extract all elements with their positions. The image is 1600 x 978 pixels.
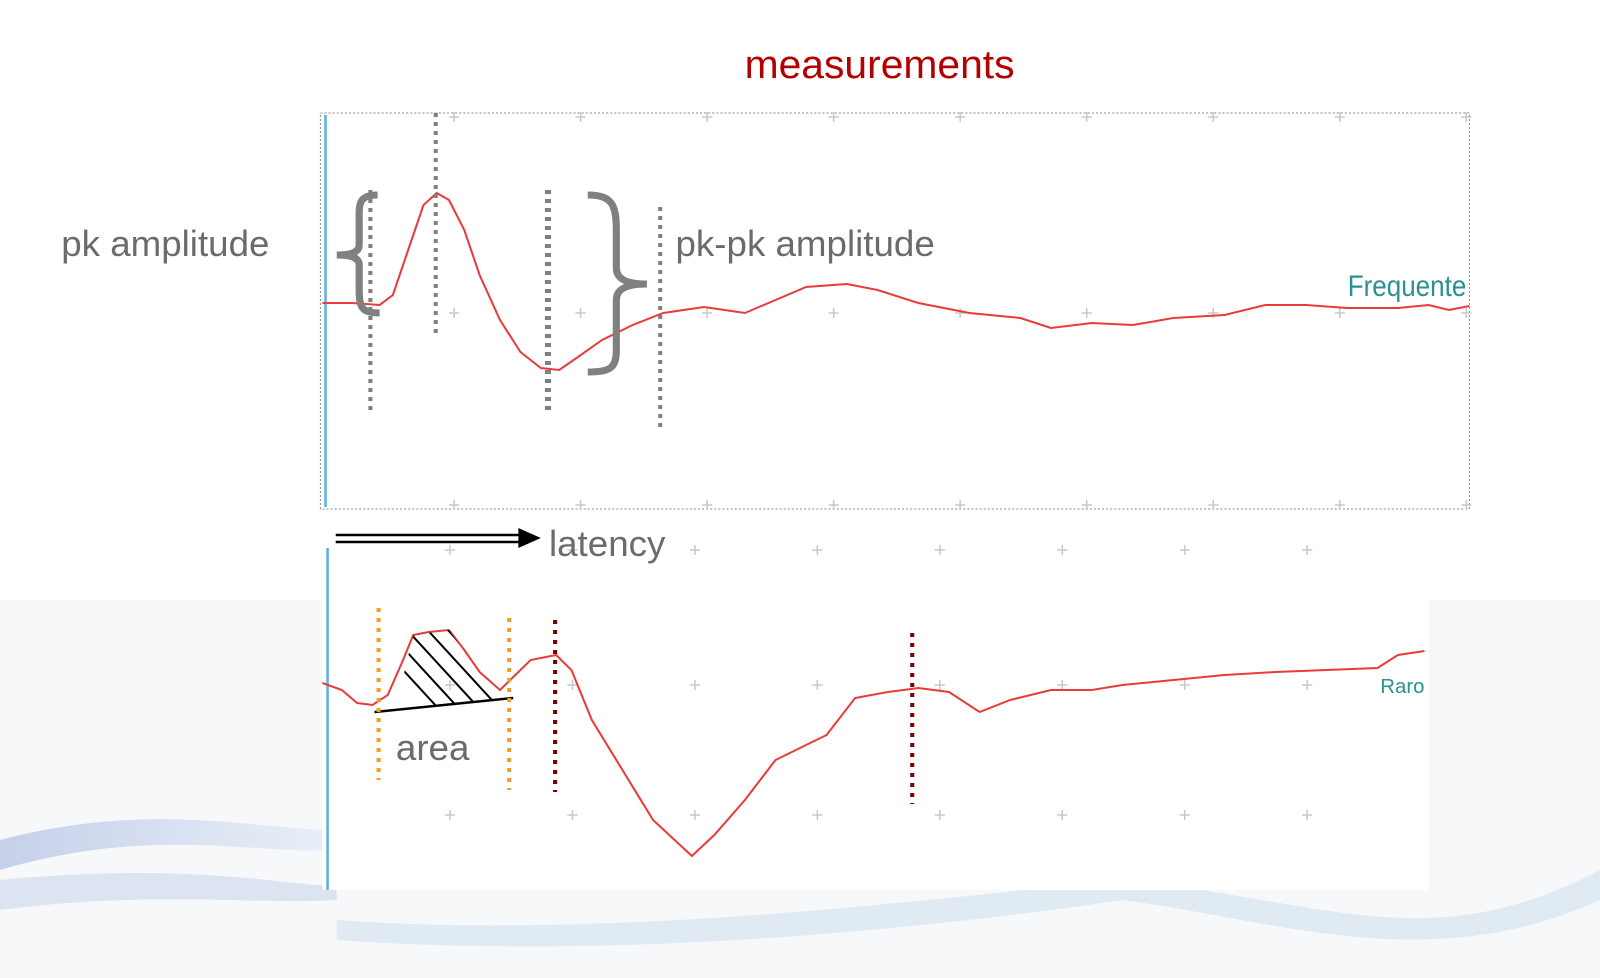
brace (587, 191, 648, 376)
trace-label: Frequente (1348, 269, 1467, 302)
waveform (322, 628, 1425, 858)
brace (336, 191, 380, 317)
waveform (322, 191, 1470, 372)
marker-lines (368, 113, 663, 432)
marker-lines (376, 608, 915, 804)
baseline (374, 696, 514, 714)
label: area (396, 727, 470, 768)
title: measurements (745, 41, 1015, 87)
bottom-panel (322, 545, 1429, 890)
label: pk amplitude (61, 223, 269, 264)
trace-label: Raro (1380, 676, 1424, 698)
top-panel (319, 112, 1470, 510)
wave (336, 870, 1600, 947)
label: pk-pk amplitude (676, 223, 935, 264)
grid-crosses (444, 112, 1472, 820)
wave (0, 819, 337, 870)
arrow-head (518, 528, 541, 548)
label: latency (549, 523, 666, 564)
wave (0, 873, 337, 910)
